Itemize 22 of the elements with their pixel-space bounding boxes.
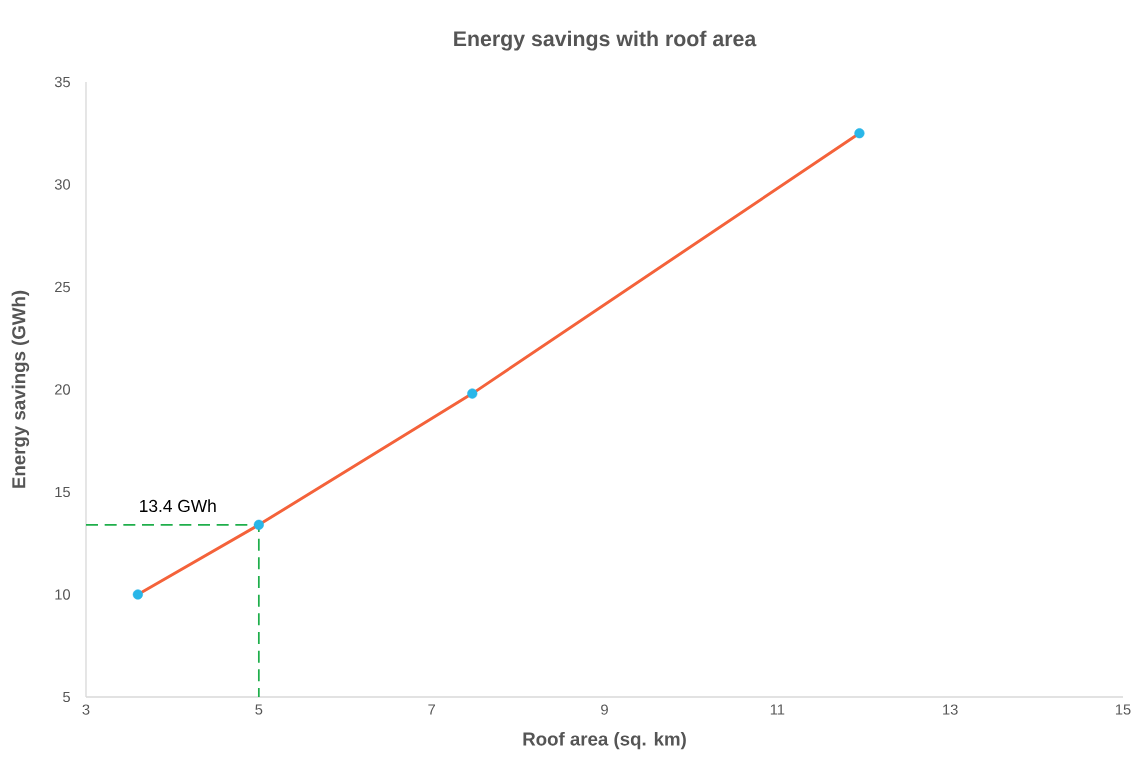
y-tick-label: 35	[54, 76, 70, 88]
point	[854, 128, 865, 139]
x-tick-label: 13	[943, 704, 958, 715]
x-tick-label: 5	[255, 704, 263, 715]
x-tick-label: 15	[1115, 704, 1131, 715]
point	[467, 388, 478, 399]
y-tick-label: 5	[63, 691, 70, 703]
y-tick-label: 25	[55, 281, 70, 293]
x-tick-label: 9	[601, 704, 608, 715]
y-tick-label: 10	[55, 589, 71, 600]
y-tick-label: 15	[55, 486, 70, 498]
x-tick-label: 3	[82, 704, 90, 715]
point	[132, 589, 143, 600]
y-tick-label: 20	[55, 384, 71, 395]
x-tick-label: 11	[770, 704, 785, 715]
annotation: 13.4 GWh	[140, 499, 216, 513]
x-tick-label: 7	[428, 704, 436, 715]
y-axis-title: Energy savings (GWh)	[11, 290, 30, 488]
chart-title: Energy savings with roof area	[454, 30, 757, 51]
x-axis-title: Roof area (sq. km)	[523, 731, 686, 750]
point	[253, 519, 264, 530]
y-tick-label: 30	[54, 179, 71, 190]
